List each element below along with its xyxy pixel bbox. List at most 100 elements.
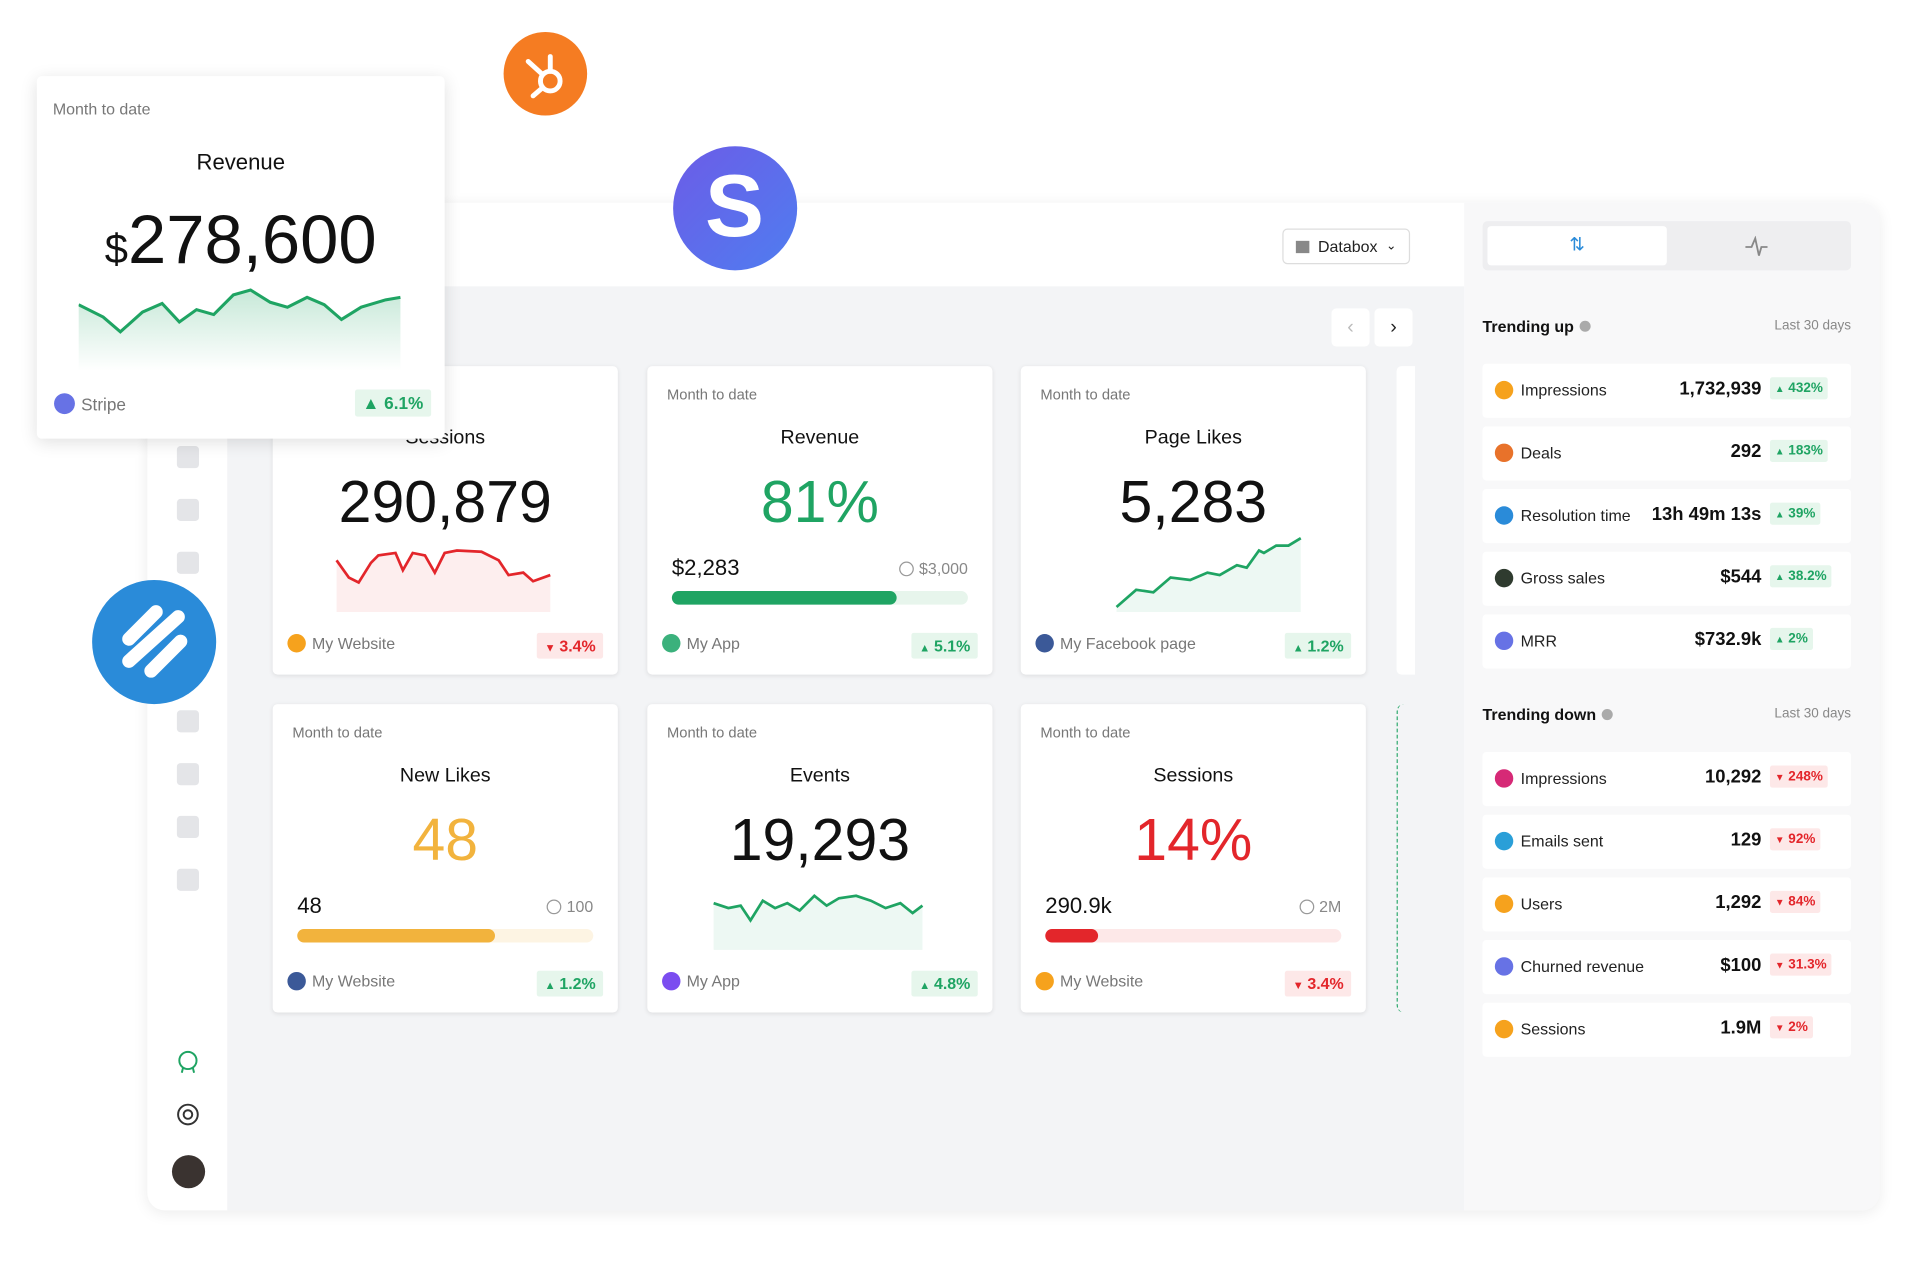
help-icon[interactable] (176, 1102, 201, 1127)
nav-item (176, 763, 199, 786)
trend-row: Emails sent 129 ▼ 92% (1482, 814, 1852, 869)
card-value: 5,283 (1119, 470, 1268, 536)
add-card-slot[interactable] (1396, 704, 1414, 1013)
trend-arrow: ▲ (1774, 446, 1785, 458)
change-badge: ▼ 248% (1769, 765, 1828, 788)
trend-row: Sessions 1.9M ▼ 2% (1482, 1002, 1852, 1057)
trend-arrow: ▲ (1292, 641, 1304, 654)
metric-name: Users (1520, 894, 1563, 913)
trend-arrow: ▼ (1292, 979, 1304, 992)
metric-card: Month to date Events 19,293 My App ▲ 4.8% (647, 704, 993, 1013)
metric-value: 1,732,939 (1679, 378, 1762, 400)
avatar[interactable] (171, 1155, 206, 1189)
metric-value: $544 (1720, 566, 1762, 588)
dropdown-icon (1295, 240, 1310, 253)
change-value: 38.2% (1788, 568, 1827, 584)
metric-name: Resolution time (1520, 506, 1631, 525)
source-icon (662, 634, 681, 653)
source-icon (287, 971, 306, 991)
trend-row: Gross sales $544 ▲ 38.2% (1482, 551, 1852, 606)
change-badge: ▼ 31.3% (1769, 953, 1832, 976)
change-badge: ▼ 3.4% (537, 632, 604, 659)
change-value: 1.2% (1307, 636, 1344, 655)
trend-row: MRR $732.9k ▲ 2% (1482, 614, 1852, 669)
card-title: Page Likes (1144, 427, 1242, 449)
overlay-card: Month to date Revenue $278,600 Stripe ▲ … (36, 76, 445, 439)
helpscout-logo (92, 579, 217, 705)
source-name: Stripe (81, 393, 126, 414)
trend-arrow: ▼ (1774, 834, 1785, 846)
change-value: 432% (1788, 380, 1823, 396)
target-value: 100 (566, 897, 594, 916)
stripe-logo: S (673, 146, 798, 271)
trend-row: Users 1,292 ▼ 84% (1482, 877, 1852, 932)
trend-arrow: ▼ (1774, 897, 1785, 909)
target-icon (546, 898, 562, 914)
card-value: 290,879 (338, 470, 552, 536)
trend-arrow: ▲ (919, 641, 931, 654)
metric-name: Churned revenue (1520, 957, 1645, 976)
card-title: Events (789, 765, 850, 787)
source-name: My Website (1060, 971, 1144, 991)
metric-icon (1494, 957, 1514, 976)
prev-button[interactable]: ‹ (1331, 308, 1370, 347)
source: My App (662, 634, 740, 653)
progress-track (1045, 928, 1342, 943)
dashboard-dropdown[interactable]: Databox ⌄ (1282, 228, 1411, 265)
sparkline (335, 549, 551, 612)
metric-value: 129 (1730, 829, 1762, 851)
change-badge: ▼ 92% (1769, 828, 1821, 851)
metric-icon (1494, 568, 1514, 588)
metric-name: Sessions (1520, 1019, 1586, 1039)
list-title: Trending down (1483, 705, 1614, 724)
card-value: 14% (1134, 808, 1253, 874)
current-value: 290.9k (1045, 893, 1112, 918)
progress-bar (297, 928, 496, 943)
source-name: My App (686, 971, 740, 991)
change-badge: ▲ 1.2% (1285, 632, 1352, 659)
next-button[interactable]: › (1374, 308, 1413, 347)
metric-icon (1494, 894, 1514, 913)
period: Month to date (666, 723, 758, 741)
change-badge: ▲ 38.2% (1769, 565, 1832, 588)
source: My Website (1035, 971, 1144, 991)
source-icon (662, 971, 681, 991)
source-icon (287, 634, 306, 653)
source-icon (54, 393, 75, 415)
list-title: Trending up (1483, 317, 1592, 335)
hubspot-logo (503, 31, 588, 116)
target: 2M (1299, 897, 1341, 915)
trend-row: Deals 292 ▲ 183% (1482, 426, 1852, 481)
award-icon[interactable] (176, 1049, 201, 1074)
target-value: $3,000 (919, 559, 968, 578)
amount: 278,600 (128, 200, 377, 278)
trend-row: Resolution time 13h 49m 13s ▲ 39% (1482, 489, 1852, 544)
target: 100 (546, 897, 594, 916)
period: Month to date (1040, 723, 1131, 741)
nav-item (176, 868, 199, 891)
change-value: 6.1% (384, 393, 424, 413)
trend-row: Impressions 1,732,939 ▲ 432% (1482, 363, 1852, 418)
metric-icon (1494, 506, 1514, 525)
source-name: My App (686, 634, 740, 653)
info-icon (1580, 320, 1592, 332)
trending-tab[interactable]: ⇅ (1487, 226, 1667, 266)
trend-row: Impressions 10,292 ▼ 248% (1482, 752, 1852, 807)
change-value: 2% (1788, 1019, 1808, 1035)
card-value: 81% (760, 470, 879, 536)
change-badge: ▼ 3.4% (1285, 970, 1352, 997)
change-value: 5.1% (933, 636, 971, 655)
change-badge: ▲ 39% (1769, 502, 1821, 525)
metric-value: 13h 49m 13s (1651, 503, 1762, 525)
target-icon (899, 560, 915, 576)
target-value: 2M (1319, 897, 1342, 916)
change-value: 84% (1788, 894, 1816, 910)
card-value: 48 (412, 808, 479, 874)
change-value: 3.4% (1307, 974, 1344, 993)
change-value: 31.3% (1788, 957, 1827, 972)
activity-tab[interactable] (1744, 235, 1769, 258)
source: My Website (287, 971, 395, 991)
card-title: Revenue (196, 149, 286, 175)
